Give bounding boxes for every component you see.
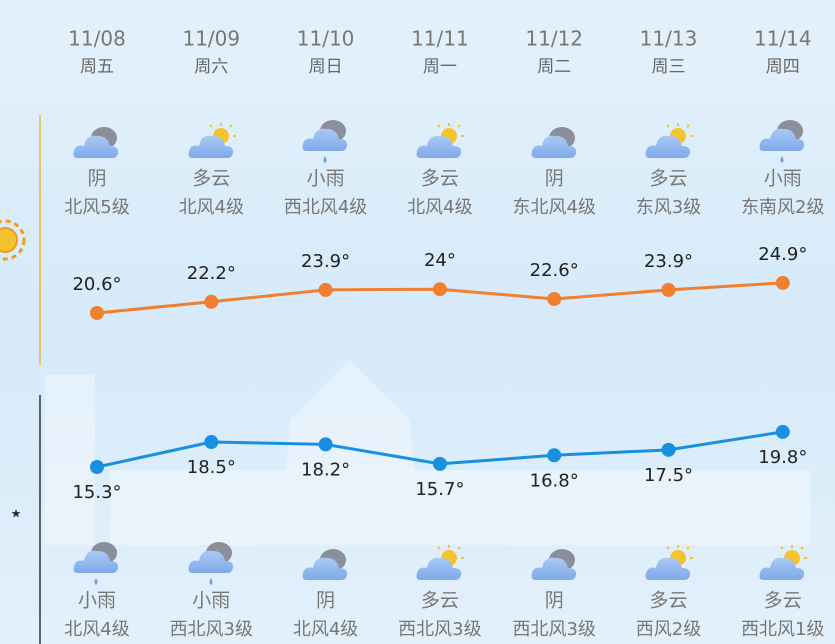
- date: 11/08: [68, 27, 126, 51]
- sun-icon: [0, 219, 26, 261]
- temp-point: [204, 294, 219, 309]
- temp-label: 20.6°: [72, 274, 121, 295]
- night-wind: 北风4级: [64, 619, 129, 640]
- day-wind: 东南风2级: [741, 197, 824, 218]
- day-wind: 东北风4级: [512, 197, 595, 218]
- night-wind: 西风2级: [636, 619, 701, 640]
- temp-point: [775, 424, 790, 439]
- day-condition: 阴: [87, 168, 106, 190]
- temp-label: 23.9°: [301, 251, 350, 272]
- day-condition: 多云: [421, 168, 459, 190]
- night-condition: 多云: [421, 590, 459, 612]
- night-wind: 西北风3级: [170, 619, 253, 640]
- temp-point: [661, 282, 676, 297]
- date: 11/12: [525, 27, 583, 51]
- temp-label: 24.9°: [758, 244, 807, 265]
- temp-point: [432, 456, 447, 471]
- temp-point: [318, 282, 333, 297]
- weekday: 周四: [766, 57, 800, 77]
- weekday: 周日: [309, 57, 343, 77]
- date: 11/14: [754, 27, 812, 51]
- night-condition: 阴: [316, 590, 335, 612]
- night-condition: 多云: [649, 590, 687, 612]
- night-condition: 小雨: [78, 590, 116, 612]
- temp-label: 18.5°: [187, 457, 236, 478]
- date: 11/10: [297, 27, 355, 51]
- temp-point: [775, 275, 790, 290]
- day-wind: 东风3级: [636, 197, 701, 218]
- temp-label: 18.2°: [301, 459, 350, 480]
- date: 11/09: [182, 27, 240, 51]
- day-condition: 小雨: [307, 168, 345, 190]
- day-condition: 多云: [649, 168, 687, 190]
- temp-label: 23.9°: [644, 251, 693, 272]
- temp-point: [204, 435, 219, 450]
- day-wind: 北风4级: [407, 197, 472, 218]
- moon-icon: ★: [0, 500, 26, 540]
- date: 11/13: [640, 27, 698, 51]
- day-wind: 北风5级: [64, 197, 129, 218]
- night-wind: 西北风3级: [512, 619, 595, 640]
- temp-point: [547, 292, 562, 306]
- weekday: 周五: [80, 57, 114, 77]
- temp-label: 17.5°: [644, 465, 693, 486]
- temp-point: [90, 460, 104, 474]
- temp-point: [318, 437, 333, 452]
- temp-label: 22.2°: [187, 263, 236, 284]
- temp-point: [90, 306, 104, 320]
- temp-label: 16.8°: [530, 470, 579, 491]
- temp-point: [661, 442, 676, 457]
- temp-label: 22.6°: [530, 260, 579, 281]
- night-wind: 西北风3级: [398, 619, 481, 640]
- svg-text:★: ★: [11, 507, 22, 521]
- night-wind: 北风4级: [293, 619, 358, 640]
- weekday: 周三: [652, 57, 686, 77]
- weekday: 周二: [537, 57, 571, 77]
- day-condition: 多云: [192, 168, 230, 190]
- temp-point: [547, 448, 562, 463]
- weekday: 周一: [423, 57, 457, 77]
- temp-label: 15.7°: [415, 479, 464, 500]
- night-condition: 阴: [545, 590, 564, 612]
- day-wind: 西北风4级: [284, 197, 367, 218]
- day-condition: 阴: [545, 168, 564, 190]
- date: 11/11: [411, 27, 469, 51]
- weekday: 周六: [194, 57, 228, 77]
- temp-label: 15.3°: [72, 482, 121, 503]
- day-wind: 北风4级: [179, 197, 244, 218]
- night-condition: 多云: [764, 590, 802, 612]
- night-wind: 西北风1级: [741, 619, 824, 640]
- skyline: [45, 360, 810, 545]
- temp-label: 24°: [424, 250, 456, 271]
- day-condition: 小雨: [764, 168, 802, 190]
- temp-label: 19.8°: [758, 447, 807, 468]
- night-condition: 小雨: [192, 590, 230, 612]
- temp-point: [432, 282, 447, 297]
